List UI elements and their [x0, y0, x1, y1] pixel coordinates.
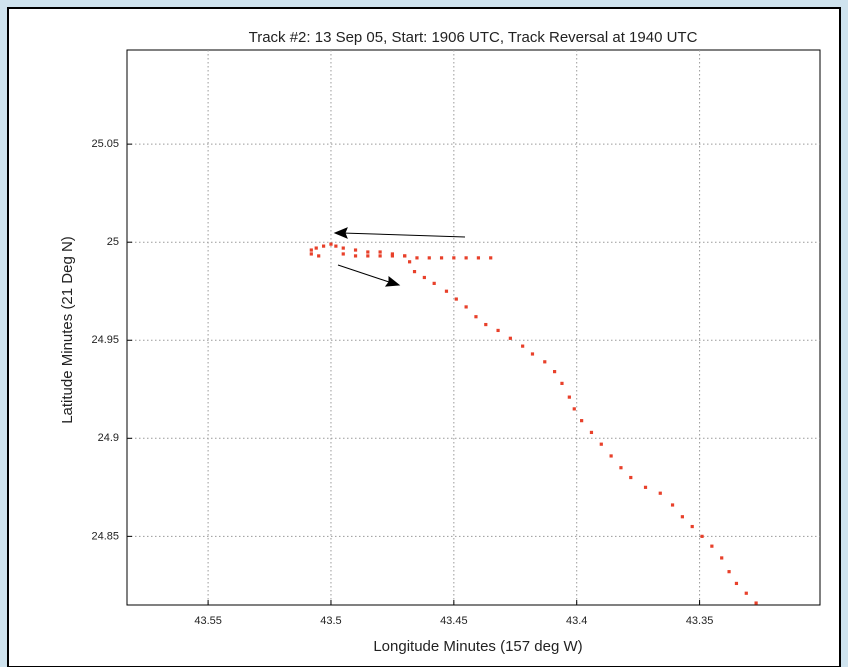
point	[390, 252, 395, 256]
point	[710, 544, 714, 548]
y-axis-label: Latitude Minutes (21 Deg N)	[59, 236, 76, 424]
point	[353, 248, 358, 252]
arrows	[333, 227, 466, 287]
point	[589, 430, 594, 435]
point	[572, 407, 576, 411]
point	[521, 344, 525, 348]
point	[366, 254, 370, 258]
point	[489, 256, 493, 260]
point	[643, 485, 648, 489]
point	[543, 360, 547, 364]
point	[474, 315, 478, 319]
point	[727, 570, 731, 574]
point	[552, 370, 557, 374]
x-tick-label: 43.45	[440, 615, 468, 627]
point	[690, 524, 694, 529]
point	[403, 254, 407, 258]
point	[422, 275, 426, 280]
point	[476, 256, 481, 260]
point	[309, 248, 313, 252]
point	[452, 256, 456, 260]
point	[464, 256, 468, 260]
x-tick-label: 43.5	[320, 615, 341, 627]
arrow	[341, 232, 466, 238]
point	[432, 281, 436, 285]
x-tick-label: 43.55	[194, 615, 222, 627]
point	[408, 260, 412, 264]
y-tick-label: 25	[107, 236, 119, 248]
y-tick-label: 24.95	[91, 334, 119, 346]
point	[560, 381, 564, 385]
point	[334, 244, 338, 248]
point	[599, 442, 603, 446]
point	[744, 591, 748, 595]
plot-frame	[126, 49, 821, 606]
point	[629, 475, 633, 480]
arrow	[337, 264, 393, 284]
point	[314, 246, 318, 250]
chart-title: Track #2: 13 Sep 05, Start: 1906 UTC, Tr…	[249, 29, 698, 46]
y-tick-label: 24.9	[98, 432, 119, 444]
point	[415, 256, 419, 260]
point	[454, 297, 458, 301]
point	[317, 254, 321, 258]
point	[619, 466, 623, 470]
point	[720, 556, 724, 560]
point	[366, 250, 370, 254]
point	[378, 250, 382, 254]
point	[670, 503, 675, 507]
point	[341, 252, 345, 256]
panel	[7, 7, 841, 667]
point	[580, 419, 584, 423]
point	[329, 242, 333, 246]
point	[700, 534, 704, 538]
arrowhead	[384, 275, 401, 287]
x-axis-label: Longitude Minutes (157 deg W)	[373, 638, 582, 655]
point	[439, 256, 444, 260]
point	[378, 254, 382, 258]
point	[427, 256, 431, 260]
point	[496, 328, 500, 333]
point	[444, 289, 449, 293]
point	[508, 336, 512, 340]
point	[390, 254, 395, 258]
point	[309, 252, 313, 256]
arrowhead	[333, 227, 348, 239]
y-tick-label: 24.85	[91, 530, 119, 542]
point	[341, 246, 345, 250]
point	[353, 254, 358, 258]
point	[680, 515, 684, 519]
x-tick-label: 43.4	[566, 615, 587, 627]
x-tick-label: 43.35	[686, 615, 714, 627]
point	[734, 581, 739, 586]
point	[484, 322, 488, 327]
point	[658, 491, 662, 495]
point	[609, 454, 613, 458]
point	[321, 244, 326, 248]
point	[464, 305, 468, 309]
point	[754, 601, 758, 605]
point	[530, 352, 535, 356]
y-tick-label: 25.05	[91, 138, 119, 150]
point	[412, 270, 417, 274]
point	[567, 395, 571, 399]
